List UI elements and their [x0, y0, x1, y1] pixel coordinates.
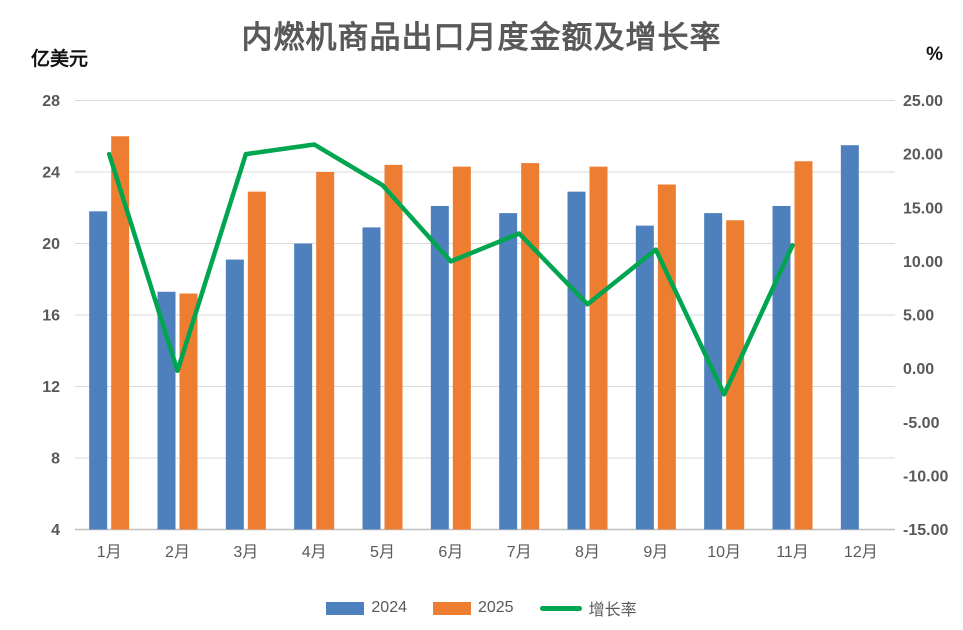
bar-2025-5月 [384, 164, 403, 530]
bar-2025-6月 [452, 166, 471, 530]
bar-2024-9月 [635, 225, 654, 530]
bar-2025-7月 [521, 163, 540, 530]
bar-2025-9月 [657, 184, 676, 530]
right-axis-tick-label: 15.00 [903, 200, 943, 217]
legend-item-growth-rate[interactable]: 增长率 [539, 596, 637, 620]
bar-2025-11月 [794, 161, 813, 530]
right-axis-tick-label: 10.00 [903, 254, 943, 271]
right-axis-tick-label: 0.00 [903, 361, 934, 378]
legend-label-growth-rate: 增长率 [588, 602, 637, 619]
legend-label-2024: 2024 [371, 599, 407, 616]
legend-item-2024[interactable]: 2024 [326, 599, 407, 617]
x-axis-label: 12月 [844, 544, 878, 561]
right-axis-tick-label: 25.00 [903, 93, 943, 110]
legend-item-2025[interactable]: 2025 [432, 599, 514, 617]
legend-swatch-2025 [432, 601, 471, 615]
bar-2024-4月 [294, 243, 313, 530]
bar-2024-7月 [499, 213, 518, 530]
x-axis-label: 1月 [97, 544, 122, 561]
legend-swatch-2024 [326, 601, 365, 615]
legend-swatch-growth-rate [539, 605, 582, 611]
x-axis-label: 6月 [438, 544, 463, 561]
left-axis-tick-label: 4 [51, 522, 60, 539]
left-axis-tick-label: 28 [42, 93, 60, 110]
bar-2025-8月 [589, 166, 608, 530]
bar-2024-11月 [772, 205, 791, 530]
right-axis-tick-label: 20.00 [903, 147, 943, 164]
bar-2024-2月 [157, 291, 176, 530]
bar-2024-12月 [840, 145, 859, 530]
left-axis-tick-label: 24 [42, 165, 60, 182]
x-axis-label: 8月 [575, 544, 600, 561]
bar-2025-3月 [247, 191, 266, 530]
x-axis-label: 10月 [707, 544, 741, 561]
left-axis-tick-label: 16 [42, 308, 60, 325]
x-axis-label: 11月 [776, 544, 809, 561]
bar-2024-5月 [362, 227, 381, 530]
chart-title: 内燃机商品出口月度金额及增长率 [241, 20, 722, 55]
right-axis-tick-label: -5.00 [903, 415, 940, 432]
bar-2024-1月 [89, 211, 108, 530]
bar-2024-6月 [430, 205, 449, 530]
right-axis-tick-label: -15.00 [903, 522, 948, 539]
x-axis-label: 2月 [165, 544, 190, 561]
left-axis-tick-label: 12 [42, 379, 60, 396]
x-axis-label: 7月 [507, 544, 532, 561]
bar-2024-3月 [225, 259, 244, 530]
legend-label-2025: 2025 [477, 599, 514, 616]
left-axis-tick-label: 20 [42, 236, 60, 253]
growth-rate-line [106, 142, 795, 397]
right-axis-unit-label: % [926, 44, 943, 65]
bar-2024-8月 [567, 191, 586, 530]
chart-legend: 2024 2025 增长率 [0, 597, 963, 619]
left-axis-tick-label: 8 [51, 451, 60, 468]
x-axis-label: 9月 [643, 544, 668, 561]
x-axis-label: 4月 [302, 544, 327, 561]
left-axis-unit-label: 亿美元 [31, 49, 89, 70]
x-axis-label: 5月 [370, 544, 395, 561]
right-axis-tick-label: 5.00 [903, 308, 934, 325]
right-axis-tick-label: -10.00 [903, 468, 948, 485]
bar-2025-1月 [111, 136, 130, 530]
bar-2025-4月 [316, 172, 335, 530]
x-axis-label: 3月 [233, 544, 258, 561]
